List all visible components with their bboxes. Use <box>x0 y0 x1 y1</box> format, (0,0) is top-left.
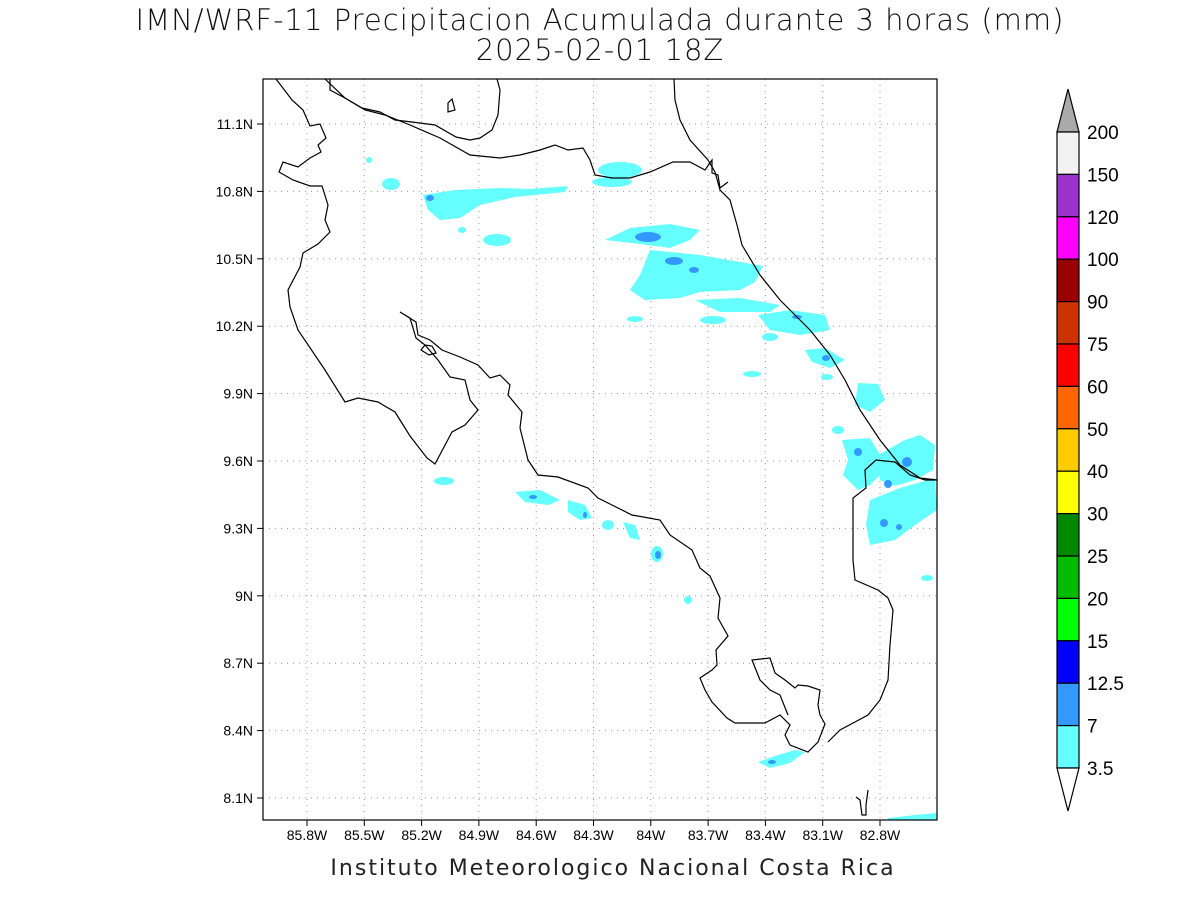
colorbar-level-label: 50 <box>1087 420 1108 441</box>
lon-tick-label: 84.6W <box>516 827 557 843</box>
institution-credit: Instituto Meteorologico Nacional Costa R… <box>330 856 896 881</box>
colorbar-level-label: 25 <box>1087 547 1108 568</box>
lat-tick-label: 8.4N <box>223 723 253 739</box>
colorbar-level-label: 90 <box>1087 293 1108 314</box>
colorbar-swatch <box>1056 597 1080 642</box>
colorbar-level-label: 20 <box>1087 589 1108 610</box>
lat-tick-label: 9N <box>235 588 253 604</box>
colorbar-swatch <box>1056 640 1080 684</box>
lon-tick-label: 85.8W <box>287 827 328 843</box>
lat-tick-label: 10.5N <box>216 251 253 267</box>
colorbar-swatch <box>1056 724 1080 769</box>
precip-moderate-areas <box>426 195 912 764</box>
colorbar-swatch <box>1056 470 1080 515</box>
colorbar-level-label: 15 <box>1087 632 1108 653</box>
colorbar-level-label: 40 <box>1087 462 1108 483</box>
longitude-axis: 85.8W 85.5W 85.2W 84.9W 84.6W 84.3W 84W 83.7W 83… <box>287 820 901 843</box>
colorbar-swatch <box>1056 428 1080 472</box>
lat-tick-label: 11.1N <box>217 116 253 132</box>
colorbar-swatch <box>1056 555 1080 600</box>
colorbar-swatch <box>1056 258 1080 303</box>
colorbar-legend: 200 150 120 100 90 75 60 50 40 30 25 20 15 12.5 7 3.5 <box>1056 88 1124 812</box>
map-gridlines <box>263 79 937 820</box>
colorbar-swatch <box>1056 301 1080 345</box>
lat-tick-label: 9.3N <box>223 520 253 536</box>
coastline <box>275 79 937 816</box>
colorbar-level-label: 12.5 <box>1087 674 1124 695</box>
map-subtitle: 2025-02-01 18Z <box>475 33 725 67</box>
colorbar-bottom-arrow <box>1056 767 1080 812</box>
precip-light-areas <box>366 157 937 820</box>
lat-tick-label: 10.8N <box>216 183 253 199</box>
colorbar-top-arrow <box>1056 88 1080 133</box>
lat-tick-label: 10.2N <box>216 318 253 334</box>
colorbar-level-label: 7 <box>1087 717 1098 738</box>
lon-tick-label: 84W <box>636 827 666 843</box>
lon-tick-label: 83.1W <box>802 827 843 843</box>
map-title: IMN/WRF-11 Precipitacion Acumulada duran… <box>135 3 1065 37</box>
lon-tick-label: 83.7W <box>688 827 729 843</box>
lon-tick-label: 84.9W <box>459 827 500 843</box>
colorbar-swatch <box>1056 385 1080 430</box>
latitude-axis: 11.1N 10.8N 10.5N 10.2N 9.9N 9.6N 9.3N 9N 8.7N 8.… <box>216 116 263 806</box>
colorbar-swatch <box>1056 512 1080 557</box>
colorbar-swatch <box>1056 682 1080 727</box>
colorbar-level-label: 3.5 <box>1087 759 1113 780</box>
lon-tick-label: 82.8W <box>860 827 901 843</box>
lon-tick-label: 85.2W <box>401 827 442 843</box>
colorbar-level-label: 120 <box>1087 208 1119 229</box>
colorbar-swatch <box>1056 173 1080 218</box>
lat-tick-label: 8.1N <box>223 790 253 806</box>
colorbar-level-label: 200 <box>1087 123 1119 144</box>
lat-tick-label: 8.7N <box>223 655 253 671</box>
lon-tick-label: 83.4W <box>745 827 786 843</box>
colorbar-level-label: 30 <box>1087 505 1108 526</box>
lat-tick-label: 9.9N <box>223 386 253 402</box>
lat-tick-label: 9.6N <box>223 453 253 469</box>
colorbar-level-label: 100 <box>1087 250 1119 271</box>
colorbar-swatch <box>1056 131 1080 176</box>
precipitation-layer <box>366 157 937 820</box>
map-frame <box>262 78 938 821</box>
lon-tick-label: 84.3W <box>573 827 614 843</box>
colorbar-level-label: 75 <box>1087 335 1108 356</box>
colorbar-swatch <box>1056 343 1080 388</box>
colorbar-swatch <box>1056 216 1080 260</box>
colorbar-level-label: 60 <box>1087 377 1108 398</box>
lon-tick-label: 85.5W <box>344 827 385 843</box>
colorbar-level-label: 150 <box>1087 165 1119 186</box>
